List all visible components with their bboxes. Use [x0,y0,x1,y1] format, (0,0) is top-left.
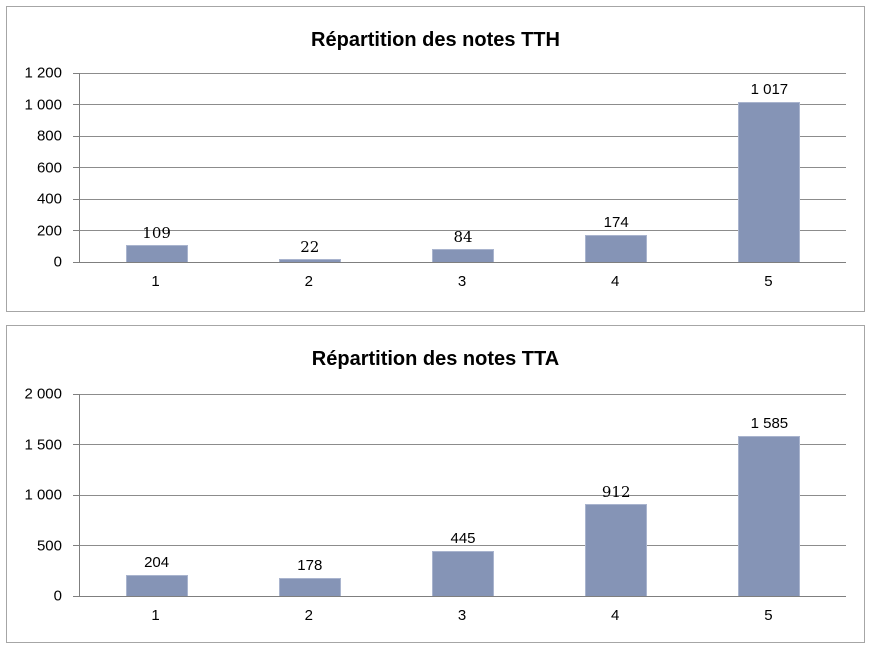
y-axis-tick [73,444,79,445]
bar-category-4 [585,234,648,262]
x-axis-label: 2 [304,607,313,624]
x-axis-label: 1 [151,607,160,624]
y-axis-label: 600 [36,159,62,176]
y-axis-tick [73,261,79,263]
x-axis: 1 2 3 4 5 [79,607,845,624]
bar-category-5 [738,435,801,596]
y-axis-tick [73,104,79,105]
y-axis-label: 1 200 [24,64,62,82]
x-axis-label: 2 [304,273,313,290]
bar-category-3 [432,248,494,262]
y-axis-label: 1 000 [24,96,62,113]
x-axis-label: 5 [764,273,773,290]
y-axis-label: 500 [36,537,62,554]
x-axis-label: 1 [151,273,160,290]
x-axis-label: 3 [457,273,467,290]
y-axis-tick [73,135,79,137]
y-axis-label: 200 [36,222,62,239]
gridline [80,198,846,200]
bar-category-2 [278,578,341,596]
bar-category-3 [432,551,494,596]
gridline [80,494,846,496]
bar-category-5 [738,101,801,262]
bar-value-label: 204 [144,554,170,572]
y-axis-label: 1 500 [24,436,62,453]
y-axis-tick [73,494,79,496]
bar-value-label: 109 [142,223,171,242]
bar-category-2 [278,258,341,262]
gridline [80,135,846,137]
plot-area: 109 22 84 174 1 017 [73,72,846,263]
gridline [80,545,846,546]
bar-value-label: 1 585 [750,414,789,432]
y-axis-tick [73,167,79,168]
x-axis-label: 3 [457,607,467,624]
bar-value-label: 22 [300,237,320,256]
y-axis-tick [73,230,79,231]
gridline [80,167,846,168]
y-axis: 2 000 1 500 1 000 500 0 [7,387,71,604]
y-axis-label: 0 [53,253,62,271]
y-axis-tick [73,545,79,546]
y-axis-label: 400 [36,190,62,208]
y-axis-label: 800 [36,127,62,145]
chart-title: Répartition des notes TTH [311,29,560,51]
x-axis-label: 5 [764,607,773,624]
y-axis-tick [73,198,79,200]
bar-category-4 [585,503,648,596]
y-axis-tick [73,72,79,74]
bar-value-label: 1 017 [750,80,789,98]
gridline [80,230,846,231]
chart-panel-tta: Répartition des notes TTA 2 000 1 500 1 00… [6,325,865,643]
x-axis: 1 2 3 4 5 [79,273,845,290]
gridline [80,444,846,445]
bar-value-label: 912 [601,482,631,501]
gridline [80,72,846,74]
y-axis-label: 2 000 [24,385,62,403]
y-axis-tick [73,595,79,597]
gridline [80,393,846,395]
y-axis-label: 1 000 [24,486,62,504]
x-axis-label: 4 [611,607,620,624]
bar-value-label: 445 [450,530,476,548]
x-axis-label: 4 [611,273,620,290]
y-axis: 1 200 1 000 800 600 400 200 0 [7,66,71,270]
bar-value-label: 174 [603,213,629,231]
y-axis-tick [73,393,79,395]
gridline [80,104,846,105]
plot-area: 204 178 445 912 1 585 [73,393,846,597]
bar-category-1 [125,244,188,262]
chart-panel-tth: Répartition des notes TTH 1 200 1 000 800 6… [6,6,865,312]
chart-title: Répartition des notes TTA [311,348,560,370]
y-axis-label: 0 [53,587,62,605]
bar-value-label: 84 [453,227,473,246]
bar-category-1 [125,575,188,596]
bar-value-label: 178 [297,557,323,575]
